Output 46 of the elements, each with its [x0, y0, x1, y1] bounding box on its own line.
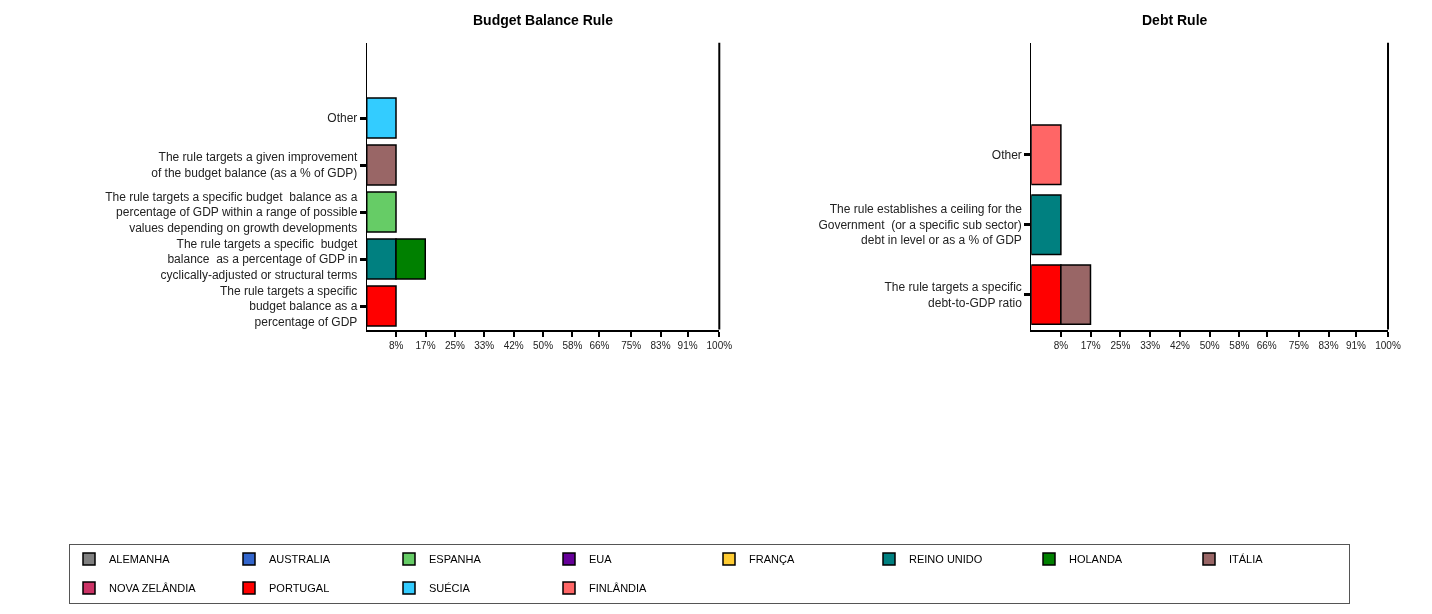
- x-tick-label: 100%: [1375, 339, 1401, 351]
- y-tick-label: Other: [991, 147, 1022, 162]
- x-tick-label: 83%: [1318, 339, 1339, 351]
- x-tick-label: 100%: [706, 339, 733, 351]
- x-tick-label: 42%: [1169, 339, 1191, 351]
- legend-label: HOLANDA: [1069, 553, 1123, 566]
- legend-label: FINLÂNDIA: [589, 582, 648, 595]
- y-tick-label: Other: [327, 111, 358, 126]
- x-tick-label: 83%: [650, 339, 671, 351]
- x-tick-label: 8%: [1053, 339, 1069, 351]
- x-tick-label: 58%: [1229, 339, 1250, 351]
- legend-label: EUA: [589, 553, 613, 566]
- x-tick-label: 50%: [1199, 339, 1220, 351]
- x-tick-label: 17%: [1080, 339, 1101, 351]
- y-tick-label: The rule targets a specific budget balance as a percentage of GDP within a range of possible values depending on growth developments: [105, 189, 358, 235]
- legend-label: AUSTRALIA: [269, 553, 331, 566]
- legend-label: REINO UNIDO: [909, 553, 983, 566]
- x-tick-label: 25%: [444, 339, 465, 351]
- legend-label: ESPANHA: [429, 553, 482, 566]
- legend-label: NOVA ZELÂNDIA: [109, 582, 197, 595]
- x-tick-label: 33%: [474, 339, 495, 351]
- x-tick-label: 42%: [503, 339, 524, 351]
- y-tick-label: The rule targets a specific debt-to-GDP ratio: [884, 280, 1023, 310]
- x-tick-label: 50%: [533, 339, 554, 351]
- x-tick-label: 91%: [1345, 339, 1367, 351]
- x-tick-label: 91%: [677, 339, 698, 351]
- legend-label: SUÉCIA: [429, 582, 471, 595]
- x-tick-label: 33%: [1140, 339, 1161, 351]
- x-tick-label: 8%: [388, 339, 404, 351]
- chart-title: Budget Balance Rule: [473, 12, 614, 28]
- x-tick-label: 17%: [415, 339, 436, 351]
- y-tick-label: The rule establishes a ceiling for the Government (or a specific sub sector) debt in level or as a % of GDP: [818, 202, 1023, 248]
- x-tick-label: 58%: [562, 339, 583, 351]
- x-tick-label: 66%: [1256, 339, 1277, 351]
- legend-label: ALEMANHA: [109, 553, 171, 566]
- chart-title: Debt Rule: [1142, 12, 1208, 28]
- x-tick-label: 66%: [589, 339, 610, 351]
- y-tick-label: The rule targets a specific budget balance as a percentage of GDP: [219, 283, 358, 329]
- y-tick-label: The rule targets a specific budget balance as a percentage of GDP in cyclically-adjusted or structural terms: [160, 236, 358, 282]
- legend-label: FRANÇA: [749, 553, 795, 566]
- y-tick-label: The rule targets a given improvement of the budget balance (as a % of GDP): [151, 150, 359, 181]
- legend-label: ITÁLIA: [1229, 553, 1264, 566]
- x-tick-label: 25%: [1110, 339, 1131, 351]
- legend-label: PORTUGAL: [269, 582, 330, 595]
- x-tick-label: 75%: [1288, 339, 1309, 351]
- x-tick-label: 75%: [621, 339, 642, 351]
